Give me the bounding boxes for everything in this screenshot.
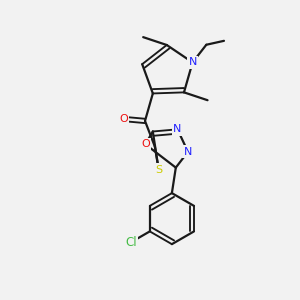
Text: O: O [141,139,150,149]
Text: O: O [119,114,128,124]
Text: N: N [184,147,192,157]
Text: Cl: Cl [125,236,136,249]
Text: N: N [173,124,182,134]
Text: N: N [188,57,197,68]
Text: S: S [155,165,162,175]
